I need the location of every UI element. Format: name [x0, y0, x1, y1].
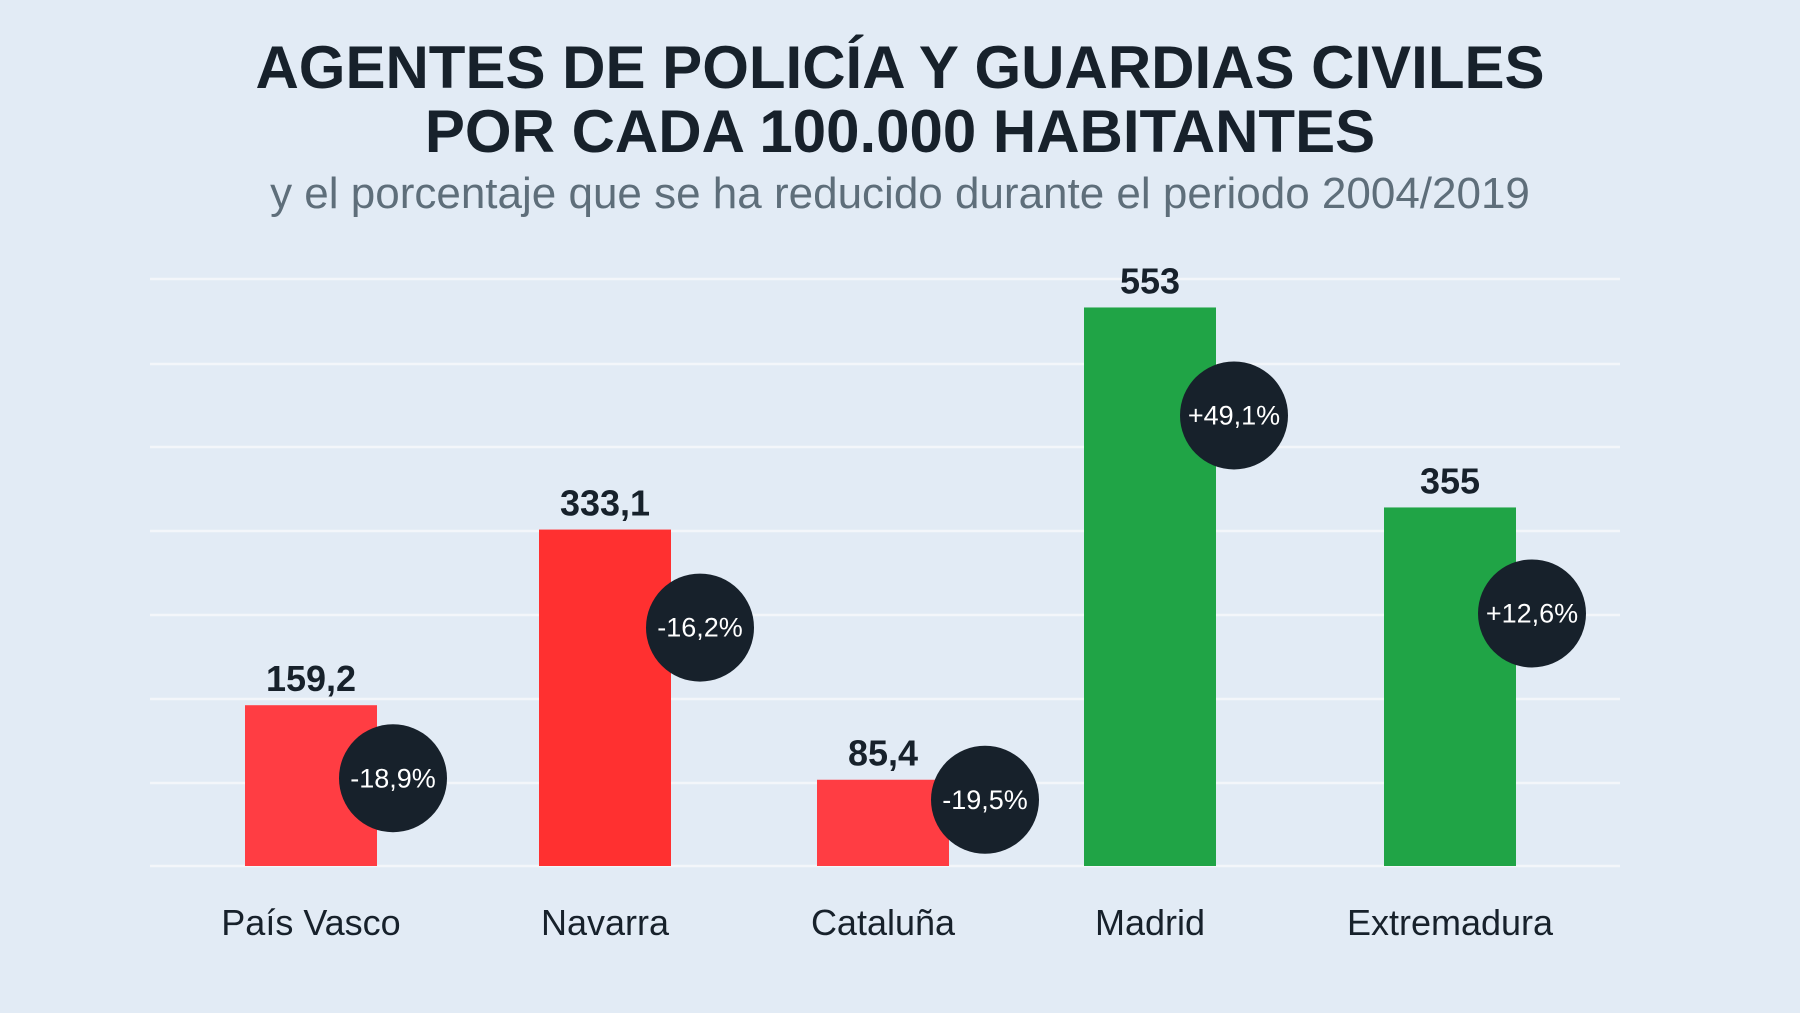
bar-cataluna [817, 779, 949, 866]
category-label-navarra: Navarra [541, 902, 670, 943]
chart-title-line-1: AGENTES DE POLICÍA Y GUARDIAS CIVILES [255, 34, 1545, 101]
change-badge-extremadura [1478, 559, 1586, 668]
value-label-madrid: 553 [1120, 260, 1180, 301]
change-label-pais-vasco: -18,9% [350, 763, 436, 793]
change-badge-cataluna [931, 745, 1039, 854]
chart-subtitle: y el porcentaje que se ha reducido duran… [270, 169, 1530, 218]
category-label-madrid: Madrid [1095, 902, 1205, 943]
bars [245, 307, 1516, 867]
bar-extremadura [1384, 507, 1516, 866]
category-label-pais-vasco: País Vasco [221, 902, 400, 943]
value-label-extremadura: 355 [1420, 460, 1480, 501]
change-label-navarra: -16,2% [657, 613, 743, 643]
value-label-pais-vasco: 159,2 [266, 658, 356, 699]
bar-navarra [539, 529, 671, 866]
value-label-navarra: 333,1 [560, 483, 650, 524]
category-label-extremadura: Extremadura [1347, 902, 1554, 943]
change-badge-navarra [646, 573, 754, 682]
change-badge-pais-vasco [339, 724, 447, 833]
value-label-cataluna: 85,4 [848, 733, 918, 774]
change-badge-madrid [1180, 361, 1288, 470]
change-label-extremadura: +12,6% [1486, 599, 1578, 629]
labels: 159,2 -18,9% País Vasco 333,1 -16,2% Navarra 8… [221, 260, 1586, 943]
category-label-cataluna: Cataluña [811, 902, 956, 943]
change-label-madrid: +49,1% [1188, 401, 1280, 431]
change-label-cataluna: -19,5% [942, 785, 1028, 815]
chart-title-line-2: POR CADA 100.000 HABITANTES [424, 98, 1376, 165]
